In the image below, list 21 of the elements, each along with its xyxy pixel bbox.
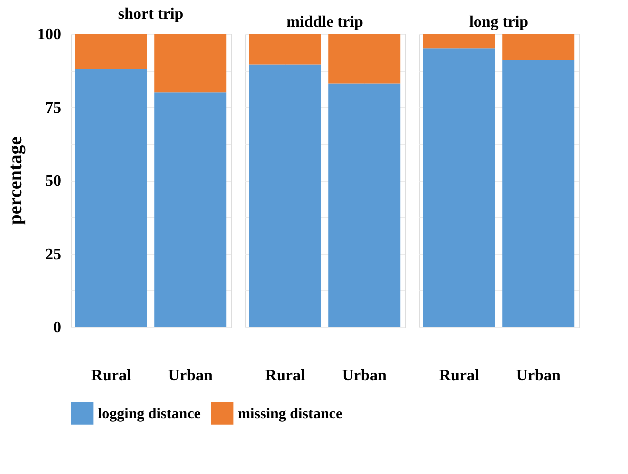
y-tick-label: 25	[46, 246, 62, 264]
chart-title: long trip	[469, 14, 529, 31]
x-tick-label: Rural	[265, 368, 306, 384]
x-tick-label: Rural	[91, 368, 132, 384]
chart-title: short trip	[118, 6, 184, 23]
y-tick-label: 75	[46, 100, 62, 117]
y-tick-label: 0	[54, 320, 62, 336]
bar	[75, 34, 148, 70]
x-tick-label: Urban	[168, 368, 213, 384]
y-tick-label: 100	[38, 26, 62, 44]
legend-label: missing distance	[238, 406, 343, 423]
bar	[75, 69, 148, 327]
chart-title: middle trip	[286, 14, 364, 31]
bar	[154, 92, 227, 327]
bar	[154, 34, 227, 93]
x-tick-label: Urban	[516, 368, 561, 384]
x-tick-label: Rural	[439, 368, 480, 384]
x-tick-label: Urban	[342, 368, 387, 384]
y-tick-label: 50	[46, 173, 62, 190]
legend-label: logging distance	[98, 406, 202, 423]
y-axis-title: percentage	[6, 136, 26, 226]
